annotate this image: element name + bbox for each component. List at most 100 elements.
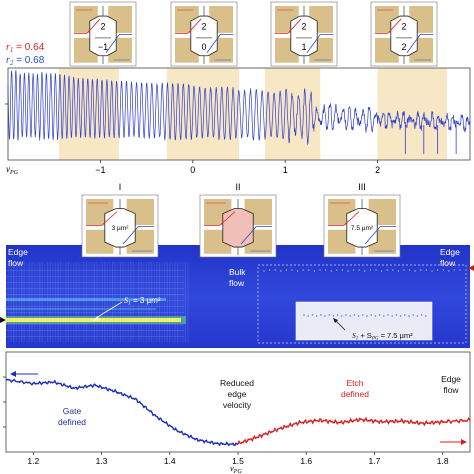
mid-schematic-0: 3 µm² [81,194,159,258]
etch-defined-line [237,416,471,445]
inset-dot-8 [336,314,339,316]
zoom-dot-2 [274,269,276,271]
top-schematic-1: 20 [170,1,238,67]
zoom-dot-31 [437,269,439,271]
gate-label-2: defined [58,417,86,427]
heat-stripe-44 [122,262,124,342]
r2-label: r2 = 0.68 [6,55,45,67]
zoom-dot-32 [442,269,444,271]
inset-dot-28 [420,314,423,316]
zoom-dot-0 [263,270,265,272]
zoom-dot-33 [448,270,450,272]
heat-stripe-35 [99,262,101,342]
bottom-tick-label-1: 1.3 [96,456,108,466]
heat-stripe-47 [130,262,132,342]
zoom-dot-30 [431,270,433,272]
bottom-tick-label-5: 1.7 [369,456,381,466]
inset-dot-16 [370,314,372,316]
bottom-tick-label-4: 1.6 [300,456,312,466]
heat-stripe-17 [52,262,54,342]
inset-dot-0 [303,314,305,316]
inset-dot-21 [391,315,393,317]
top-schematic-0-lower-filling: −1 [98,42,108,52]
heat-stripe-9 [31,262,33,342]
inset-dot-2 [311,314,314,316]
inset-dot-1 [307,315,309,317]
inset-dot-23 [399,315,402,317]
zoom-dot-11 [325,269,327,271]
heat-stripe-16 [49,262,51,342]
zoom-dot-15 [347,270,349,272]
edge-flow-left-line2: flow [8,258,24,268]
mid-schematic-2: 7.5 µm² [323,194,401,258]
bottom-tick-label-2: 1.4 [164,456,176,466]
heat-hline-11 [6,336,184,337]
reduced-label-1: Reduced [220,378,254,388]
inset-dot-4 [320,314,322,316]
etch-label-1: Etch [346,378,363,388]
zoom-dot-17 [358,269,360,271]
top-schematic-2-edge-blue [306,34,333,53]
heat-stripe-25 [73,262,75,342]
heat-stripe-14 [44,262,46,342]
heat-stripe-24 [70,262,72,342]
heat-stripe-68 [184,262,186,342]
top-schematic-1-edge-red [175,18,202,34]
inset-dot-3 [315,315,318,317]
top-axis-ticks: −1 0 1 2 [5,103,457,175]
heat-stripe-13 [41,262,43,342]
bottom-axis-ticks: 1.2 1.3 1.4 1.5 1.6 1.7 1.8 [3,376,449,466]
inset-dot-20 [387,314,389,316]
inset-dot-5 [324,315,326,317]
heat-stripe-39 [109,262,111,342]
heat-stripe-60 [164,262,166,342]
mid-schematic-0-edge-red [86,211,118,226]
heat-stripe-29 [83,262,85,342]
heat-stripe-58 [158,262,160,342]
bottom-axis-label: νPG [230,463,242,474]
roman-I: I [119,182,122,192]
roman-II: II [235,182,240,192]
heat-stripe-34 [96,262,98,342]
zoom-dot-9 [313,270,315,272]
s1-pointer [95,301,123,319]
bottom-tick-label-6: 1.8 [437,456,449,466]
zoom-dot-28 [420,269,422,271]
heat-stripe-4 [18,262,20,342]
inset-dot-26 [412,314,414,316]
heat-stripe-33 [93,262,95,342]
inset-dot-15 [366,315,368,317]
top-schematic-3-edge-blue [406,34,433,53]
zoom-dot-29 [425,269,427,271]
inset-dot-24 [404,314,406,316]
heat-stripe-56 [153,262,155,342]
mid-schematic-1-island [222,208,254,248]
edge-flow-right-line2: flow [440,258,456,268]
heat-hline-3 [6,288,184,289]
inset-dot-13 [357,315,360,317]
top-schematic-3-lower-filling: 2 [401,42,406,52]
r1-label: r1 = 0.64 [6,42,45,54]
heat-stripe-50 [138,262,140,342]
inset-dot-27 [416,315,419,317]
inset-dot-9 [341,315,343,317]
heat-hline-6 [6,306,184,307]
inset-pointer [335,320,346,331]
mid-schematic-1-edge-blue [240,226,272,245]
zoom-box [257,264,467,344]
gate-arrow-head [10,371,16,377]
mid-schematic-2-island [346,208,378,248]
left-marker-arrow [0,317,6,323]
zoom-dot-26 [409,269,411,271]
top-tick-label-1: 0 [190,165,195,175]
edge-arrow-head [461,439,467,445]
bulk-flow-line2: flow [229,278,245,288]
heat-stripe-43 [119,262,121,342]
heat-stripe-3 [15,262,17,342]
heat-stripe-59 [161,262,163,342]
top-schematic-1-island [190,15,218,57]
middle-panel: S1 + SPG = 7.5 µm² S1 = 3 µm² Edge flow … [0,182,474,348]
heat-stripe-10 [34,262,36,342]
inset-pointer-head [333,318,338,323]
s1-pointer-head [92,316,99,321]
